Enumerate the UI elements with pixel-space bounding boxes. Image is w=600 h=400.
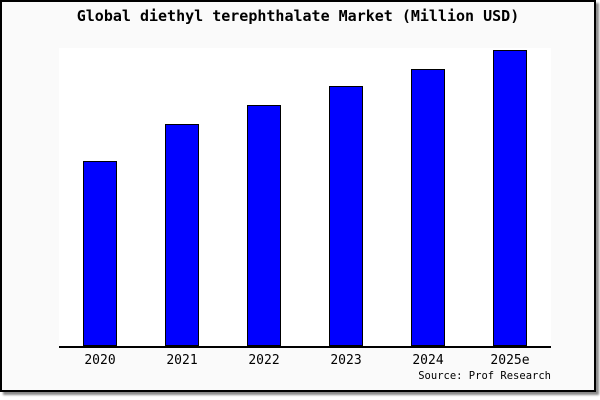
bar-slot [59, 48, 141, 346]
bar-2021 [165, 123, 199, 346]
x-tick-label-2022: 2022 [248, 353, 280, 368]
chart-title: Global diethyl terephthalate Market (Mil… [76, 7, 520, 25]
plot-area [59, 48, 551, 348]
bar-slot [141, 48, 223, 346]
x-tick-label-2023: 2023 [330, 353, 362, 368]
x-tick-label-2020: 2020 [84, 353, 116, 368]
bar-2025e [493, 49, 527, 346]
x-tick-label-2025e: 2025e [490, 353, 530, 368]
source-label: Source: Prof Research [418, 370, 551, 382]
bar-2022 [247, 105, 281, 346]
x-tick-label-2021: 2021 [166, 353, 198, 368]
bar-slot [469, 48, 551, 346]
bar-slot [387, 48, 469, 346]
bar-slot [223, 48, 305, 346]
bar-slot [305, 48, 387, 346]
bar-2020 [83, 160, 117, 346]
bar-2024 [411, 68, 445, 346]
x-tick-label-2024: 2024 [412, 353, 444, 368]
x-axis-labels: 2020 2021 2022 2023 2024 2025e [59, 354, 551, 367]
chart-frame: Global diethyl terephthalate Market (Mil… [0, 0, 596, 392]
bar-2023 [329, 86, 363, 346]
